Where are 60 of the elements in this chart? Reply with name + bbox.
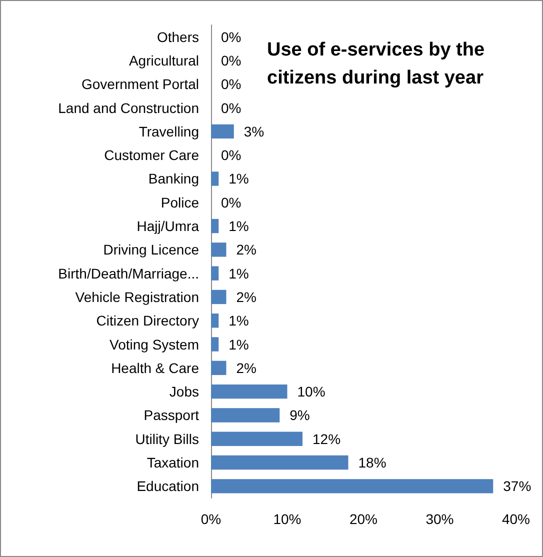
bar xyxy=(211,455,348,470)
x-tick-label: 10% xyxy=(273,511,302,527)
bar xyxy=(211,360,226,376)
y-tick-label: Agricultural xyxy=(128,52,199,68)
data-label: 1% xyxy=(228,265,249,282)
bar xyxy=(211,172,219,186)
data-label: 2% xyxy=(236,360,256,376)
bar xyxy=(211,337,219,352)
y-tick-label: Passport xyxy=(144,407,200,424)
bar xyxy=(211,314,219,328)
y-tick-label: Taxation xyxy=(146,454,199,471)
data-label: 12% xyxy=(312,430,341,447)
bar xyxy=(211,384,288,399)
data-label: 18% xyxy=(358,454,386,471)
y-tick-label: Education xyxy=(136,478,199,494)
bar xyxy=(211,290,226,304)
data-label: 1% xyxy=(228,336,249,352)
bar xyxy=(211,408,280,422)
data-label: 3% xyxy=(244,123,264,140)
data-label: 0% xyxy=(221,194,242,210)
y-tick-label: Jobs xyxy=(169,384,199,400)
x-tick-label: 0% xyxy=(200,511,222,527)
bar xyxy=(211,479,494,494)
y-tick-label: Driving Licence xyxy=(103,242,200,258)
data-label: 2% xyxy=(236,242,256,258)
bar xyxy=(211,124,234,139)
data-label: 2% xyxy=(236,288,256,305)
y-tick-label: Birth/Death/Marriage... xyxy=(58,265,199,282)
bar xyxy=(211,432,302,446)
data-label: 0% xyxy=(221,100,242,116)
data-label: 37% xyxy=(503,478,532,494)
y-tick-label: Police xyxy=(160,194,200,210)
data-label: 0% xyxy=(221,76,242,92)
data-label: 0% xyxy=(221,28,242,45)
y-tick-label: Government Portal xyxy=(82,76,199,92)
y-tick-label: Banking xyxy=(148,170,199,187)
text: Use of e-services by the citizens during last year xyxy=(267,40,490,88)
y-tick-label: Vehicle Registration xyxy=(75,288,199,305)
data-label: 1% xyxy=(228,170,249,187)
data-label: 1% xyxy=(228,218,249,234)
y-tick-label: Travelling xyxy=(138,123,199,140)
bar xyxy=(211,218,219,234)
x-tick-label: 20% xyxy=(349,511,378,527)
y-tick-label: Voting System xyxy=(110,336,199,352)
y-tick-label: Utility Bills xyxy=(135,430,199,447)
data-label: 1% xyxy=(228,312,249,329)
x-tick-label: 40% xyxy=(502,511,530,527)
y-tick-label: Others xyxy=(156,28,199,45)
y-tick-label: Customer Care xyxy=(104,147,200,164)
data-label: 10% xyxy=(297,384,326,400)
bar xyxy=(211,242,226,257)
y-tick-label: Health & Care xyxy=(111,360,200,376)
y-tick-label: Land and Construction xyxy=(58,100,199,116)
x-tick-label: 30% xyxy=(426,511,454,527)
y-tick-label: Citizen Directory xyxy=(96,312,199,329)
y-tick-label: Hajj/Umra xyxy=(136,218,200,234)
data-label: 0% xyxy=(221,147,242,164)
data-label: 0% xyxy=(221,52,242,68)
data-label: 9% xyxy=(290,407,310,424)
bar xyxy=(211,266,219,280)
